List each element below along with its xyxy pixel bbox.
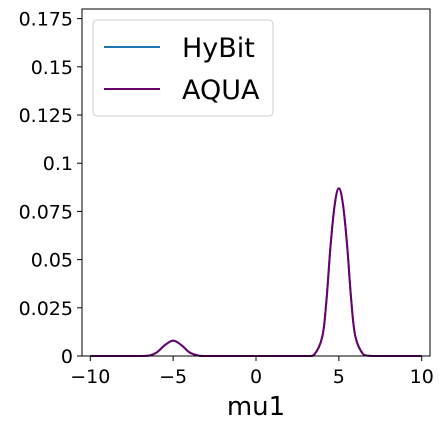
x-axis-title: mu1 [227,392,285,422]
x-axis-ticks: −10 −5 0 5 10 [70,356,434,388]
y-tick-label: 0.175 [19,9,73,31]
x-tick-label: 10 [410,366,434,388]
y-tick-label: 0 [61,346,73,368]
x-tick-label: 0 [250,366,262,388]
legend-label-aqua: AQUA [182,75,260,106]
series-line-aqua [90,187,422,357]
series-layer [90,187,422,357]
x-tick-label: −5 [159,366,187,388]
x-tick-label: 5 [333,366,345,388]
x-tick-label: −10 [70,366,110,388]
y-tick-label: 0.1 [43,153,73,175]
y-axis-ticks: 0 0.025 0.05 0.075 0.1 0.125 0.15 0.175 [19,9,82,368]
y-tick-label: 0.125 [19,105,73,127]
y-tick-label: 0.075 [19,201,73,223]
y-tick-label: 0.05 [31,250,73,272]
y-tick-label: 0.15 [31,57,73,79]
legend-box [92,19,274,117]
y-tick-label: 0.025 [19,298,73,320]
legend-label-hybit: HyBit [182,33,255,64]
legend: HyBit AQUA [92,19,274,117]
